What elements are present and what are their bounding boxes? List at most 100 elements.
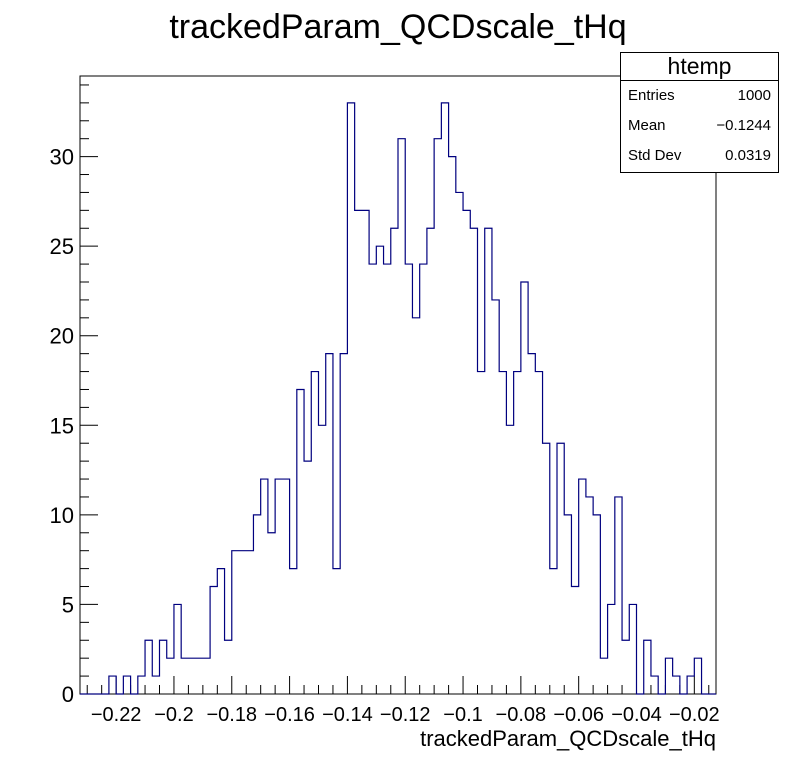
- stats-std-label: Std Dev: [628, 147, 682, 164]
- histogram-bin: [521, 282, 528, 694]
- histogram-bin: [571, 587, 578, 694]
- y-tick-label: 30: [50, 145, 74, 170]
- stats-std-value: 0.0319: [725, 147, 771, 164]
- histogram-bin: [210, 587, 217, 694]
- stats-row-stddev: Std Dev 0.0319: [621, 141, 778, 171]
- stats-entries-label: Entries: [628, 87, 675, 104]
- x-tick-label: −0.18: [206, 704, 257, 726]
- histogram-bin: [181, 658, 188, 694]
- x-tick-label: −0.16: [264, 704, 315, 726]
- y-tick-label: 5: [62, 592, 74, 617]
- stats-mean-label: Mean: [628, 117, 666, 134]
- histogram-bin: [506, 425, 513, 694]
- histogram-bin: [550, 569, 557, 694]
- histogram-bin: [326, 354, 333, 694]
- histogram-bin: [456, 192, 463, 694]
- histogram-bin: [319, 425, 326, 694]
- histogram-bin: [412, 318, 419, 694]
- histogram-bin: [203, 658, 210, 694]
- stats-box: htemp Entries 1000 Mean −0.1244 Std Dev …: [620, 52, 779, 173]
- histogram-bin: [470, 228, 477, 694]
- stats-mean-value: −0.1244: [716, 117, 771, 134]
- histogram-bin: [160, 640, 167, 694]
- histogram-bin: [225, 640, 232, 694]
- histogram-bin: [622, 640, 629, 694]
- histogram-bin: [608, 604, 615, 694]
- histogram-bin: [427, 228, 434, 694]
- histogram-bin: [543, 443, 550, 694]
- x-tick-label: −0.08: [496, 704, 547, 726]
- y-tick-label: 15: [50, 413, 74, 438]
- histogram-bin: [593, 515, 600, 694]
- histogram-bin: [369, 264, 376, 694]
- histogram-bin: [362, 210, 369, 694]
- histogram-bin: [167, 658, 174, 694]
- histogram-bin: [579, 479, 586, 694]
- histogram-bin: [188, 658, 195, 694]
- histogram-bin: [347, 103, 354, 694]
- histogram-bin: [398, 139, 405, 694]
- histogram-bin: [463, 210, 470, 694]
- histogram-bin: [673, 676, 680, 694]
- histogram-bin: [239, 551, 246, 694]
- histogram-bin: [420, 264, 427, 694]
- histogram-bin: [492, 300, 499, 694]
- histogram-bin: [376, 246, 383, 694]
- histogram-bin: [441, 103, 448, 694]
- histogram-bin: [391, 228, 398, 694]
- x-tick-label: −0.04: [611, 704, 662, 726]
- histogram-bin: [282, 479, 289, 694]
- stats-entries-value: 1000: [737, 87, 771, 104]
- histogram-bin: [217, 569, 224, 694]
- histogram-bin: [449, 157, 456, 694]
- histogram-bin: [290, 569, 297, 694]
- histogram-bin: [557, 443, 564, 694]
- histogram-bin: [355, 210, 362, 694]
- histogram-bin: [564, 515, 571, 694]
- histogram-bin: [311, 372, 318, 694]
- histogram-bin: [261, 479, 268, 694]
- histogram-bin: [687, 676, 694, 694]
- histogram-bin: [297, 389, 304, 694]
- plot-frame: [79, 75, 717, 695]
- histogram-bin: [535, 372, 542, 694]
- histogram-bin: [253, 515, 260, 694]
- stats-row-entries: Entries 1000: [621, 81, 778, 111]
- y-tick-label: 20: [50, 324, 74, 349]
- histogram-bin: [152, 676, 159, 694]
- histogram-bin: [665, 658, 672, 694]
- histogram-bin: [514, 372, 521, 694]
- stats-row-mean: Mean −0.1244: [621, 111, 778, 141]
- histogram-bin: [145, 640, 152, 694]
- stats-title: htemp: [621, 53, 778, 81]
- histogram-bin: [268, 533, 275, 694]
- histogram-bin: [340, 354, 347, 694]
- histogram-bin: [384, 264, 391, 694]
- histogram-bin: [586, 497, 593, 694]
- x-tick-label: −0.02: [669, 704, 720, 726]
- x-tick-label: −0.1: [443, 704, 482, 726]
- histogram-bin: [196, 658, 203, 694]
- histogram-bin: [600, 658, 607, 694]
- y-tick-label: 25: [50, 234, 74, 259]
- y-tick-label: 10: [50, 503, 74, 528]
- x-axis-label: trackedParam_QCDscale_tHq: [420, 726, 716, 751]
- histogram-bin: [694, 658, 701, 694]
- histogram-bin: [246, 551, 253, 694]
- histogram-bin: [405, 264, 412, 694]
- histogram-bin: [333, 569, 340, 694]
- histogram-bin: [499, 372, 506, 694]
- y-tick-label: 0: [62, 682, 74, 707]
- histogram-bin: [478, 372, 485, 694]
- x-tick-label: −0.2: [154, 704, 193, 726]
- histogram-bin: [174, 604, 181, 694]
- x-tick-label: −0.12: [380, 704, 431, 726]
- histogram-bin: [138, 676, 145, 694]
- x-tick-label: −0.06: [553, 704, 604, 726]
- histogram-bin: [629, 604, 636, 694]
- histogram-bin: [275, 479, 282, 694]
- histogram-bin: [615, 497, 622, 694]
- histogram-bin: [109, 676, 116, 694]
- x-tick-label: −0.22: [91, 704, 142, 726]
